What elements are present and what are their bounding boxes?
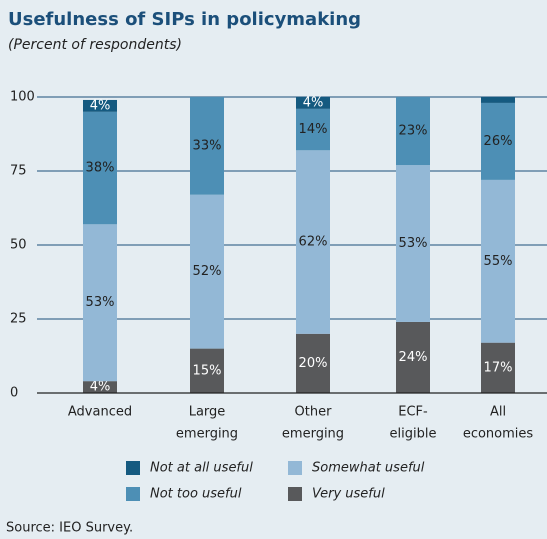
x-tick-label: ECF-: [398, 405, 428, 420]
x-tick-label: Other: [295, 405, 333, 420]
data-label: 38%: [86, 161, 115, 176]
legend-swatch: [288, 461, 302, 475]
data-label: 52%: [193, 264, 222, 279]
data-label: 15%: [193, 363, 222, 378]
x-tick-label: eligible: [390, 427, 437, 442]
bar-segment: [396, 165, 430, 322]
bar-segment: [481, 342, 515, 393]
x-tick-label: emerging: [176, 427, 238, 442]
bar-segment: [481, 97, 515, 103]
y-tick-label: 25: [10, 312, 27, 327]
y-tick-label: 75: [10, 164, 27, 179]
legend-swatch: [288, 487, 302, 501]
bar-segment: [396, 97, 430, 166]
data-label: 26%: [484, 134, 513, 149]
legend-swatch: [126, 461, 140, 475]
legend-label: Not too useful: [150, 487, 242, 502]
data-label: 53%: [399, 236, 428, 251]
bar-segment: [296, 333, 330, 393]
bar-segment: [296, 97, 330, 109]
legend-label: Not at all useful: [150, 461, 253, 476]
x-tick-label: emerging: [282, 427, 344, 442]
bar-segment: [83, 381, 117, 393]
bar-segment: [190, 348, 224, 393]
bar-segment: [296, 108, 330, 151]
chart-subtitle: (Percent of respondents): [8, 37, 182, 53]
bar-segment: [481, 102, 515, 180]
chart-title: Usefulness of SIPs in policymaking: [8, 9, 361, 30]
x-tick-label: economies: [463, 427, 534, 442]
y-tick-label: 100: [10, 90, 35, 105]
bar-segment: [296, 150, 330, 334]
bar-segment: [481, 179, 515, 343]
bar-segment: [83, 224, 117, 382]
data-label: 33%: [193, 138, 222, 153]
data-label: 20%: [299, 356, 328, 371]
bar-segment: [190, 194, 224, 349]
data-label: 17%: [484, 360, 513, 375]
data-label: 14%: [299, 122, 328, 137]
data-label: 4%: [303, 95, 324, 110]
data-label: 24%: [399, 350, 428, 365]
legend-label: Somewhat useful: [312, 461, 425, 476]
legend-swatch: [126, 487, 140, 501]
x-tick-label: Large: [189, 405, 226, 420]
x-tick-label: Advanced: [68, 405, 132, 420]
data-label: 53%: [86, 295, 115, 310]
bar-segment: [190, 97, 224, 195]
y-tick-label: 50: [10, 238, 27, 253]
data-label: 55%: [484, 254, 513, 269]
x-tick-label: All: [490, 405, 506, 420]
data-label: 62%: [299, 235, 328, 250]
bar-segment: [83, 111, 117, 225]
data-label: 4%: [90, 98, 111, 113]
y-tick-label: 0: [10, 386, 18, 401]
legend-label: Very useful: [312, 487, 385, 502]
source: Source: IEO Survey.: [6, 521, 133, 536]
bar-segment: [83, 99, 117, 112]
data-label: 4%: [90, 380, 111, 395]
bar-segment: [396, 321, 430, 393]
data-label: 23%: [399, 124, 428, 139]
